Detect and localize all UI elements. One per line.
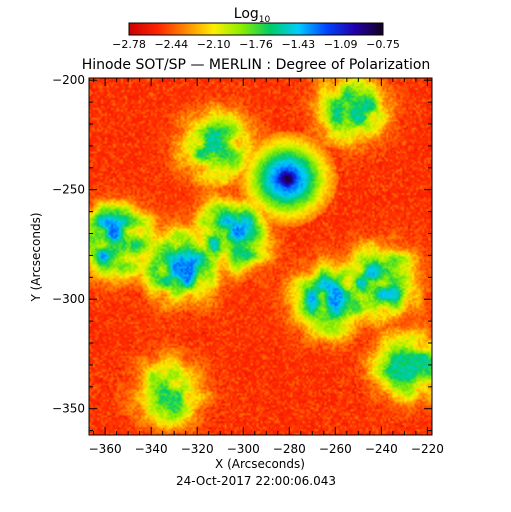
- x-tick-label: −360: [89, 442, 122, 456]
- colorbar: Log10 −2.78 −2.44 −2.10 −1.76 −1.43 −1.09 −0.7…: [112, 6, 400, 51]
- y-tick-label: −300: [52, 292, 85, 306]
- colorbar-tick-label: −0.75: [366, 38, 400, 51]
- x-axis: −360 −340 −320 −300 −280 −260 −240 −220: [89, 78, 444, 456]
- x-tick-label: −220: [411, 442, 444, 456]
- colorbar-tick-label: −1.76: [239, 38, 273, 51]
- observation-timestamp: 24-Oct-2017 22:00:06.043: [176, 474, 336, 488]
- colorbar-ticks: −2.78 −2.44 −2.10 −1.76 −1.43 −1.09 −0.75: [112, 38, 400, 51]
- colorbar-tick-label: −2.44: [154, 38, 188, 51]
- x-tick-label: −320: [181, 442, 214, 456]
- colorbar-label: Log10: [234, 6, 271, 25]
- y-tick-label: −250: [52, 183, 85, 197]
- colorbar-gradient: [128, 22, 384, 36]
- x-tick-label: −280: [273, 442, 306, 456]
- colorbar-tick-label: −1.43: [281, 38, 315, 51]
- chart-title: Hinode SOT/SP — MERLIN : Degree of Polar…: [82, 57, 431, 73]
- plot-frame: [88, 77, 433, 436]
- polarization-map: [89, 78, 432, 435]
- x-axis-label: X (Arcseconds): [215, 457, 305, 471]
- plot-area: [88, 77, 433, 436]
- y-axis-label: Y (Arcseconds): [29, 212, 43, 302]
- y-tick-label: −350: [52, 402, 85, 416]
- x-tick-label: −260: [319, 442, 352, 456]
- y-axis: −200 −250 −300 −350: [52, 73, 432, 432]
- x-tick-label: −300: [227, 442, 260, 456]
- x-tick-label: −340: [135, 442, 168, 456]
- colorbar-tick-label: −2.10: [197, 38, 231, 51]
- colorbar-tick-label: −1.09: [324, 38, 358, 51]
- x-tick-label: −240: [365, 442, 398, 456]
- colorbar-tick-label: −2.78: [112, 38, 146, 51]
- y-tick-label: −200: [52, 73, 85, 87]
